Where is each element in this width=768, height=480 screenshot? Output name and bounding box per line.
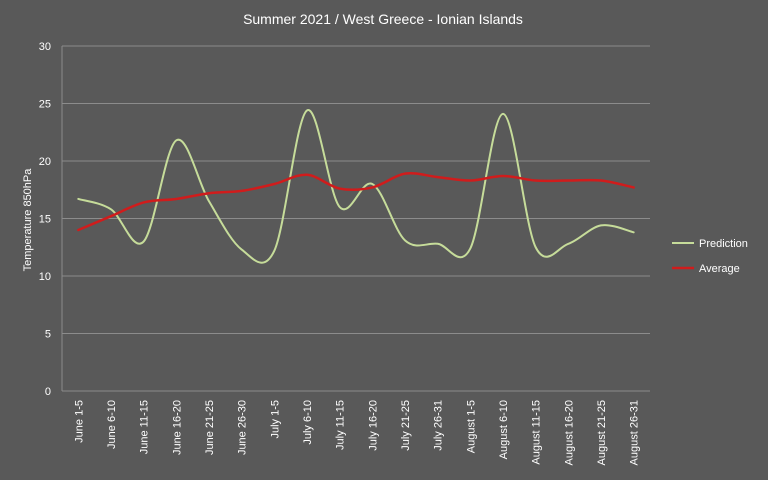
- legend-label-prediction: Prediction: [699, 238, 748, 250]
- x-tick-label: June 6-10: [106, 400, 118, 449]
- series-line-prediction: [77, 109, 635, 264]
- y-tick-label: 10: [39, 271, 51, 283]
- x-tick-label: August 1-5: [465, 400, 477, 453]
- data-point-average: [175, 197, 178, 200]
- gridlines: [61, 45, 650, 392]
- x-tick-label: August 21-25: [596, 400, 608, 465]
- x-tick-label: August 11-15: [531, 400, 543, 465]
- y-tick-labels: 0 5 10 15 20 25 30: [39, 41, 51, 398]
- data-point-average: [142, 201, 145, 204]
- data-point-average: [436, 176, 439, 179]
- data-point-prediction: [109, 208, 112, 211]
- x-tick-label: July 26-31: [433, 400, 445, 451]
- data-point-prediction: [240, 248, 243, 251]
- x-tick-label: July 6-10: [302, 400, 314, 445]
- x-tick-label: June 16-20: [171, 400, 183, 455]
- data-point-prediction: [175, 139, 178, 142]
- data-point-average: [371, 186, 374, 189]
- x-tick-label: August 26-31: [629, 400, 641, 465]
- x-tick-label: July 11-15: [335, 400, 347, 450]
- legend: Prediction Average: [672, 238, 748, 275]
- legend-label-average: Average: [699, 263, 740, 275]
- data-point-prediction: [469, 247, 472, 250]
- chart-title: Summer 2021 / West Greece - Ionian Islan…: [243, 11, 523, 27]
- x-tick-label: June 1-5: [73, 400, 85, 443]
- x-tick-label: August 6-10: [498, 400, 510, 459]
- y-tick-label: 0: [45, 386, 51, 398]
- data-point-prediction: [338, 205, 341, 208]
- x-tick-label: August 16-20: [563, 400, 575, 465]
- data-point-prediction: [207, 200, 210, 203]
- data-point-prediction: [567, 242, 570, 245]
- data-point-average: [567, 179, 570, 182]
- data-point-average: [207, 192, 210, 195]
- data-point-prediction: [142, 240, 145, 243]
- y-tick-label: 20: [39, 156, 51, 168]
- x-tick-labels: June 1-5 June 6-10 June 11-15 June 16-20 Jun…: [73, 400, 640, 465]
- data-point-prediction: [436, 242, 439, 245]
- x-tick-label: July 21-25: [400, 400, 412, 451]
- data-point-prediction: [77, 197, 80, 200]
- series-line-average: [77, 172, 635, 232]
- data-point-average: [338, 187, 341, 190]
- series-lines: [77, 109, 635, 264]
- data-point-average: [469, 179, 472, 182]
- data-point-average: [240, 189, 243, 192]
- data-point-average: [632, 186, 635, 189]
- data-point-prediction: [534, 246, 537, 249]
- y-axis-title: Temperature 850hPa: [22, 168, 34, 272]
- data-point-average: [403, 172, 406, 175]
- data-point-prediction: [632, 231, 635, 234]
- data-point-average: [305, 173, 308, 176]
- y-tick-label: 30: [39, 41, 51, 53]
- y-tick-label: 5: [45, 329, 51, 341]
- data-point-prediction: [403, 239, 406, 242]
- y-tick-label: 15: [39, 214, 51, 226]
- x-tick-label: June 11-15: [139, 400, 151, 454]
- data-point-prediction: [305, 109, 308, 112]
- data-point-average: [109, 215, 112, 218]
- data-point-average: [599, 179, 602, 182]
- x-tick-label: July 1-5: [269, 400, 281, 439]
- data-point-average: [534, 179, 537, 182]
- data-point-average: [77, 228, 80, 231]
- x-tick-label: June 26-30: [237, 400, 249, 455]
- data-point-average: [501, 174, 504, 177]
- data-point-prediction: [501, 112, 504, 115]
- x-tick-label: July 16-20: [367, 400, 379, 451]
- x-tick-label: June 21-25: [204, 400, 216, 455]
- data-point-prediction: [371, 182, 374, 185]
- data-point-average: [273, 182, 276, 185]
- y-tick-label: 25: [39, 99, 51, 111]
- data-point-prediction: [599, 224, 602, 227]
- data-point-prediction: [273, 249, 276, 252]
